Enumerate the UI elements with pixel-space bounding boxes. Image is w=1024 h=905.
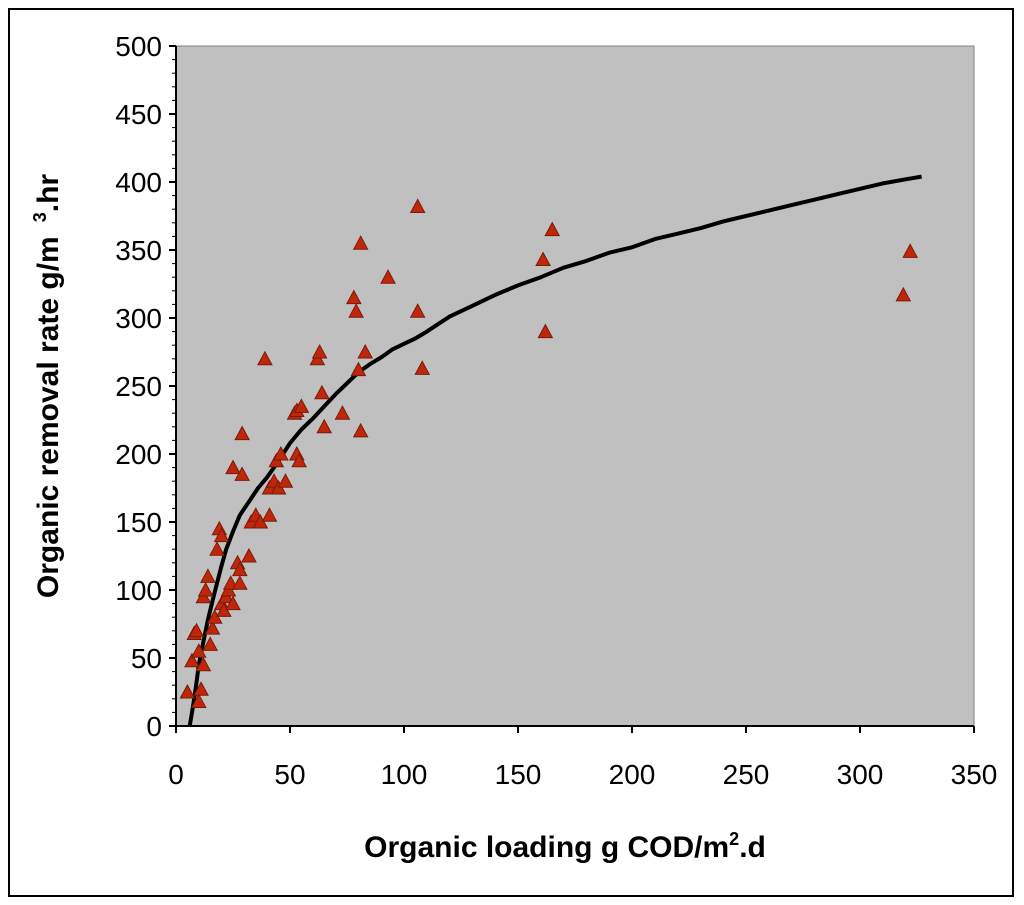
data-point — [257, 350, 273, 366]
data-point — [179, 683, 196, 699]
data-point — [200, 568, 216, 583]
y-tick-label: 50 — [131, 643, 162, 674]
data-point — [234, 466, 250, 481]
data-point — [190, 693, 207, 709]
data-point — [195, 656, 212, 672]
data-point — [261, 507, 278, 522]
data-point — [193, 681, 209, 696]
y-tick-label: 0 — [146, 711, 162, 742]
data-point — [184, 652, 200, 668]
x-tick-label: 100 — [381, 759, 428, 790]
y-axis-title: Organic removal rate g/m3.hr — [30, 174, 65, 598]
data-point — [225, 595, 241, 611]
x-tick-label: 50 — [274, 759, 305, 790]
y-tick-label: 350 — [115, 235, 162, 266]
y-tick-label: 250 — [115, 371, 162, 402]
data-point — [277, 473, 294, 488]
data-points-layer — [179, 198, 918, 709]
data-point — [190, 643, 207, 658]
data-point — [241, 547, 257, 563]
x-axis-title: Organic loading g COD/m2.d — [364, 829, 766, 864]
data-point — [409, 303, 426, 318]
data-point — [188, 622, 205, 638]
data-point — [213, 527, 230, 543]
y-tick-label: 200 — [115, 439, 162, 470]
data-point — [197, 581, 214, 597]
data-point — [544, 221, 561, 237]
x-tick-label: 0 — [168, 759, 184, 790]
data-point — [293, 398, 310, 413]
data-point — [316, 418, 333, 434]
data-point — [380, 269, 396, 284]
plot-area — [175, 45, 975, 727]
data-point — [414, 360, 431, 375]
data-point — [357, 343, 374, 359]
data-point — [346, 289, 362, 305]
data-point — [895, 286, 912, 302]
data-point — [225, 459, 241, 475]
y-tick-label: 100 — [115, 575, 162, 606]
data-point — [409, 198, 426, 213]
data-point — [350, 361, 367, 377]
data-point — [273, 445, 289, 461]
data-point — [352, 235, 369, 250]
data-point — [314, 384, 330, 400]
data-point — [902, 243, 918, 258]
data-point — [234, 425, 250, 441]
x-tick-label: 350 — [951, 759, 998, 790]
x-tick-label: 250 — [723, 759, 770, 790]
x-tick-label: 200 — [609, 759, 656, 790]
y-axis: 0 50 100 150 200 250 300 350 400 450 500 — [115, 31, 177, 742]
x-axis: 0 50 100 150 200 250 300 350 — [168, 725, 998, 790]
data-point — [291, 452, 307, 468]
data-point — [535, 251, 551, 267]
data-point — [334, 405, 351, 420]
data-point — [311, 343, 328, 359]
data-point — [537, 323, 554, 339]
data-point — [204, 620, 221, 635]
y-tick-label: 150 — [115, 507, 162, 538]
fitted-curve — [187, 174, 922, 727]
data-point — [209, 541, 225, 556]
data-point — [352, 422, 369, 438]
y-tick-label: 500 — [115, 31, 162, 62]
y-tick-label: 400 — [115, 167, 162, 198]
y-tick-label: 450 — [115, 99, 162, 130]
x-tick-label: 150 — [495, 759, 542, 790]
y-tick-label: 300 — [115, 303, 162, 334]
fitted-curve-layer — [187, 174, 922, 727]
x-tick-label: 300 — [837, 759, 884, 790]
data-point — [232, 575, 248, 590]
data-point — [348, 303, 364, 318]
data-point — [202, 636, 219, 651]
